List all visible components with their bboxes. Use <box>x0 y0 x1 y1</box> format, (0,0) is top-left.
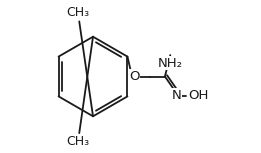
Text: OH: OH <box>188 89 208 102</box>
Text: CH₃: CH₃ <box>66 6 89 19</box>
Text: NH₂: NH₂ <box>158 57 183 70</box>
Text: O: O <box>129 70 140 83</box>
Text: N: N <box>171 89 181 102</box>
Text: CH₃: CH₃ <box>66 135 89 148</box>
